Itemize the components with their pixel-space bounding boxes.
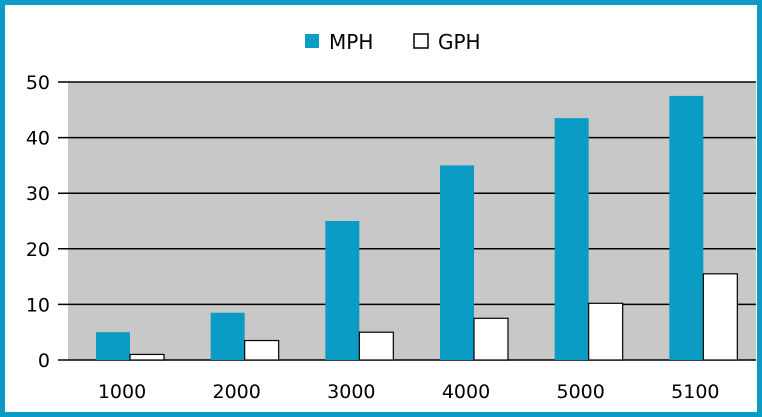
x-tick-label: 1000	[98, 381, 146, 403]
legend-swatch-mph	[305, 34, 319, 48]
y-tick-label: 20	[26, 239, 50, 261]
y-tick-label: 0	[38, 350, 50, 372]
bar-mph-3000	[325, 221, 360, 360]
x-axis-ticks: 1000 2000 3000 4000 5000 5100	[98, 381, 720, 403]
y-tick-label: 10	[26, 294, 50, 316]
y-tick-label: 50	[26, 72, 50, 94]
legend-swatch-gph	[413, 33, 429, 49]
legend-label-gph: GPH	[438, 30, 481, 54]
y-tick-label: 30	[26, 183, 50, 205]
bar-mph-5000	[554, 118, 589, 360]
bar-gph-5100	[702, 273, 738, 361]
y-tick-label: 40	[26, 128, 50, 150]
x-tick-label: 4000	[442, 381, 490, 403]
bar-mph-4000	[440, 165, 474, 360]
legend-label-mph: MPH	[329, 30, 373, 54]
x-tick-label: 2000	[212, 381, 260, 403]
bar-mph-2000	[210, 312, 245, 360]
bar-gph-4000	[473, 317, 509, 361]
gridlines	[58, 81, 756, 361]
x-tick-label: 5000	[556, 381, 604, 403]
bar-mph-1000	[96, 332, 130, 360]
bar-gph-5000	[588, 302, 624, 361]
legend: MPH GPH	[305, 30, 481, 54]
y-axis-ticks: 0 10 20 30 40 50	[26, 72, 50, 372]
plot-area	[68, 82, 756, 360]
bar-gph-1000	[129, 353, 165, 361]
x-tick-label: 5100	[671, 381, 719, 403]
bar-gph-3000	[358, 331, 394, 361]
x-tick-label: 3000	[327, 381, 375, 403]
bar-gph-2000	[244, 339, 280, 361]
bars	[96, 95, 738, 361]
bar-mph-5100	[669, 95, 704, 361]
